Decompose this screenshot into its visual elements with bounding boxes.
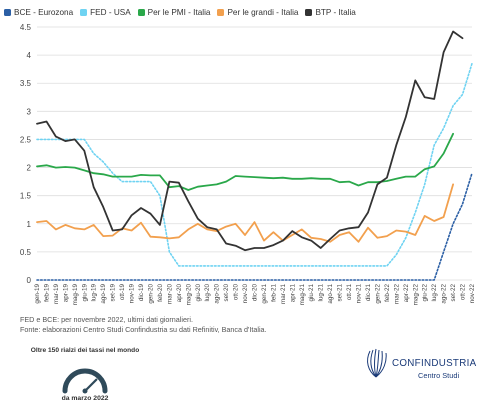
x-tick-label: lug-22 xyxy=(431,284,438,302)
legend-swatch xyxy=(137,8,145,16)
y-tick-label: 3.5 xyxy=(20,79,32,88)
y-tick-label: 2 xyxy=(27,164,32,173)
legend-label: BTP - Italia xyxy=(315,7,356,17)
x-tick-label: feb-21 xyxy=(270,284,277,302)
x-tick-label: mar-22 xyxy=(393,284,400,304)
legend-item: Per le grandi - Italia xyxy=(217,8,298,17)
y-tick-label: 2.5 xyxy=(20,135,32,144)
legend-item: Per le PMI - Italia xyxy=(137,7,211,17)
x-tick-label: giu-19 xyxy=(81,284,88,302)
gauge-caption: Oltre 150 rialzi dei tassi nel mondo xyxy=(30,347,140,354)
x-tick-label: ago-19 xyxy=(100,284,107,304)
x-tick-label: apr-19 xyxy=(62,284,69,303)
legend-label: Per le PMI - Italia xyxy=(147,7,211,17)
x-tick-label: giu-21 xyxy=(308,284,315,302)
x-tick-label: gen-19 xyxy=(34,284,41,304)
confindustria-brand: CONFINDUSTRIA Centro Studi xyxy=(362,347,492,387)
legend-swatch xyxy=(217,8,225,16)
x-tick-label: giu-20 xyxy=(195,284,202,302)
legend-swatch xyxy=(305,8,313,16)
y-tick-label: 1.5 xyxy=(20,192,32,201)
x-tick-label: apr-21 xyxy=(289,284,296,303)
x-tick-label: ago-21 xyxy=(327,284,334,304)
x-tick-label: dic-19 xyxy=(138,284,145,302)
x-tick-label: ago-20 xyxy=(214,284,221,304)
x-tick-label: set-19 xyxy=(110,284,117,302)
x-tick-label: set-21 xyxy=(337,284,344,302)
x-tick-label: set-22 xyxy=(450,284,457,302)
series-line-0 xyxy=(36,172,473,281)
x-tick-label: dic-20 xyxy=(252,284,259,302)
x-tick-label: mag-21 xyxy=(299,284,306,306)
x-tick-label: lug-21 xyxy=(318,284,325,302)
x-tick-label: ott-21 xyxy=(346,284,353,301)
x-tick-label: apr-22 xyxy=(403,284,410,303)
y-tick-label: 4 xyxy=(27,51,32,60)
x-tick-label: ott-20 xyxy=(233,284,240,301)
series-line-4 xyxy=(36,30,464,252)
x-tick-label: lug-20 xyxy=(204,284,211,302)
note-source: Fonte: elaborazioni Centro Studi Confind… xyxy=(20,325,267,334)
x-tick-label: nov-20 xyxy=(242,284,249,304)
gauge-needle xyxy=(83,378,98,393)
y-tick-label: 1 xyxy=(27,220,32,229)
x-tick-label: nov-21 xyxy=(356,284,363,304)
x-tick-label: set-20 xyxy=(223,284,230,302)
gauge-arc xyxy=(62,368,108,394)
note-fed-bce: FED e BCE: per novembre 2022, ultimi dat… xyxy=(20,315,193,324)
x-tick-label: ott-22 xyxy=(460,284,467,301)
legend-swatch xyxy=(4,8,11,16)
x-tick-label: gen-21 xyxy=(261,284,268,304)
gauge-icon xyxy=(62,368,108,394)
x-tick-label: mar-19 xyxy=(53,284,60,304)
y-tick-label: 0.5 xyxy=(20,248,32,257)
gauge-hub xyxy=(82,388,88,394)
legend-item: BCE - Eurozona xyxy=(4,8,73,17)
x-tick-label: nov-22 xyxy=(469,284,476,304)
chart-legend: BCE - Eurozona FED - USA Per le PMI - Ital… xyxy=(4,4,496,20)
x-tick-label: giu-22 xyxy=(422,284,429,302)
series-line-2 xyxy=(36,132,454,191)
x-tick-label: nov-19 xyxy=(129,284,136,304)
x-tick-label: feb-20 xyxy=(157,284,164,302)
x-tick-label: mag-19 xyxy=(72,284,79,306)
x-tick-label: feb-19 xyxy=(43,284,50,302)
x-tick-label: apr-20 xyxy=(176,284,183,303)
legend-item: FED - USA xyxy=(80,8,131,17)
x-tick-label: mag-22 xyxy=(412,284,419,306)
x-tick-label: feb-22 xyxy=(384,284,391,302)
legend-label: BCE - Eurozona xyxy=(14,7,74,17)
x-tick-label: ago-22 xyxy=(441,284,448,304)
y-tick-label: 0 xyxy=(27,276,32,285)
legend-item: BTP - Italia xyxy=(305,7,356,17)
confindustria-logo-icon xyxy=(367,348,387,378)
series-line-1 xyxy=(36,62,473,267)
y-tick-label: 3 xyxy=(27,107,32,116)
x-tick-label: gen-22 xyxy=(374,284,381,304)
legend-label: Per le grandi - Italia xyxy=(227,7,299,17)
source-notes: FED e BCE: per novembre 2022, ultimi dat… xyxy=(20,315,267,335)
legend-label: FED - USA xyxy=(90,7,131,17)
x-tick-label: mar-21 xyxy=(280,284,287,304)
x-tick-label: mar-20 xyxy=(166,284,173,304)
rate-hikes-gauge: Oltre 150 rialzi dei tassi nel mondo da … xyxy=(30,347,140,407)
x-tick-label: lug-19 xyxy=(91,284,98,302)
gauge-date: da marzo 2022 xyxy=(61,395,109,402)
x-tick-label: mag-20 xyxy=(185,284,192,306)
series-line-3 xyxy=(36,183,454,243)
brand-subtitle: Centro Studi xyxy=(418,371,460,380)
x-tick-label: dic-21 xyxy=(365,284,372,302)
x-tick-label: ott-19 xyxy=(119,284,126,301)
brand-name: CONFINDUSTRIA xyxy=(392,358,477,369)
y-tick-label: 4.5 xyxy=(20,23,32,32)
x-tick-label: gen-20 xyxy=(147,284,154,304)
legend-swatch xyxy=(80,8,88,16)
